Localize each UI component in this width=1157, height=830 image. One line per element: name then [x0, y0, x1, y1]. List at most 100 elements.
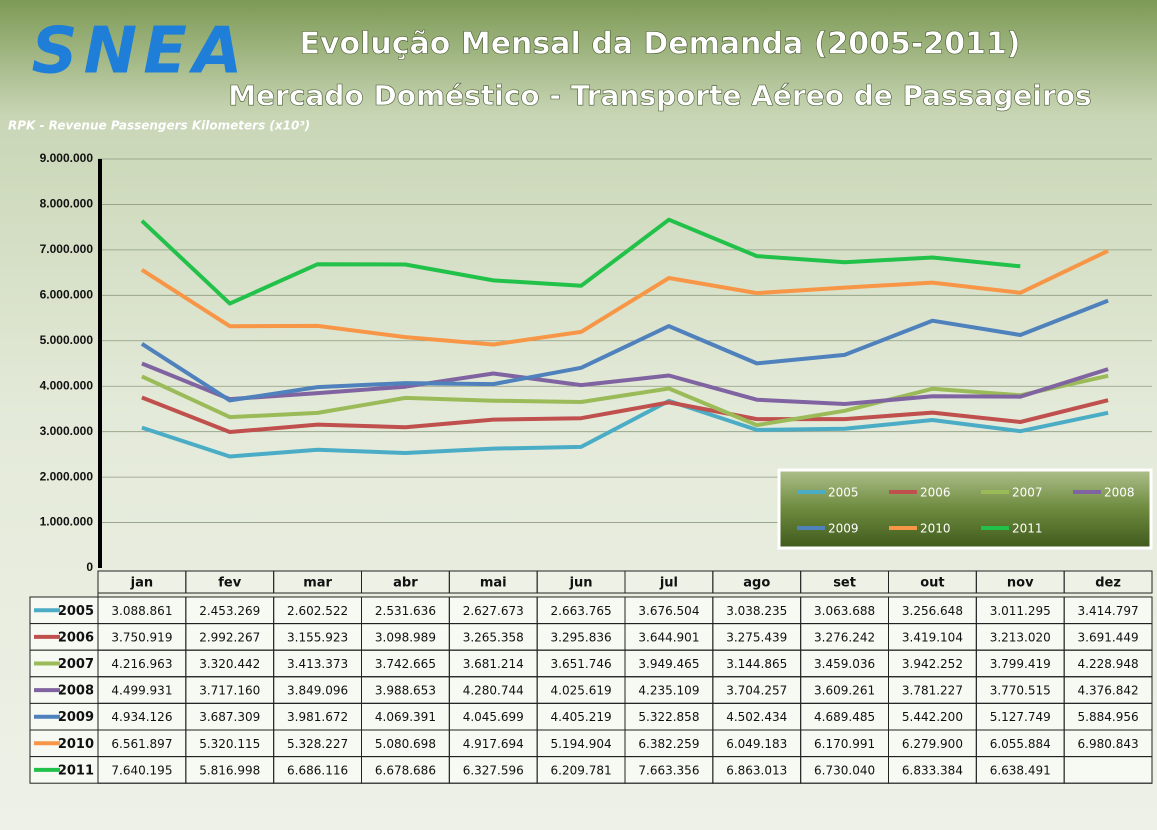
series-line	[141, 373, 1109, 428]
data-label: 2.602.522	[287, 604, 348, 618]
y-tick-label: 9.000.000	[40, 151, 94, 165]
data-label: 3.770.515	[990, 684, 1051, 698]
table-series-name: 2006	[58, 630, 94, 645]
x-tick-label: nov	[1007, 576, 1034, 591]
data-label: 2.663.765	[551, 604, 612, 618]
data-label: 6.833.384	[902, 763, 963, 777]
legend-box	[777, 468, 1153, 550]
data-label: 4.376.842	[1078, 684, 1139, 698]
data-label: 3.213.020	[990, 630, 1051, 644]
x-tick-label: fev	[218, 576, 241, 591]
legend-label: 2005	[828, 486, 859, 500]
legend-label: 2008	[1104, 486, 1135, 500]
data-label: 6.279.900	[902, 737, 963, 751]
chart-subtitle: Mercado Doméstico - Transporte Aéreo de …	[228, 79, 1091, 112]
data-label: 5.127.749	[990, 710, 1051, 724]
data-label: 5.194.904	[551, 737, 612, 751]
x-tick-label: set	[833, 576, 856, 591]
data-label: 7.663.356	[638, 763, 699, 777]
y-axis-label: RPK - Revenue Passengers Kilometers (x10…	[8, 119, 310, 133]
data-label: 3.981.672	[287, 710, 348, 724]
data-label: 3.799.419	[990, 657, 1051, 671]
data-label: 5.328.227	[287, 737, 348, 751]
series-line	[141, 395, 1109, 434]
legend-label: 2011	[1012, 522, 1043, 536]
data-label: 3.676.504	[638, 604, 699, 618]
data-label: 7.640.195	[111, 763, 172, 777]
data-label: 3.256.648	[902, 604, 963, 618]
data-label: 6.686.116	[287, 763, 348, 777]
data-label: 3.781.227	[902, 684, 963, 698]
data-label: 4.917.694	[463, 737, 524, 751]
table-cell	[1063, 756, 1153, 784]
data-label: 3.459.036	[814, 657, 875, 671]
data-label: 3.419.104	[902, 630, 963, 644]
data-label: 3.320.442	[199, 657, 260, 671]
y-tick-label: 5.000.000	[40, 333, 94, 347]
data-label: 6.730.040	[814, 763, 875, 777]
series-line	[140, 248, 1109, 347]
data-label: 3.275.439	[726, 630, 787, 644]
data-label: 6.170.991	[814, 737, 875, 751]
data-label: 5.322.858	[638, 710, 699, 724]
data-label: 4.502.434	[726, 710, 787, 724]
data-label: 4.069.391	[375, 710, 436, 724]
data-label: 3.742.665	[375, 657, 436, 671]
table-series-name: 2005	[58, 604, 94, 619]
table-series-name: 2009	[58, 710, 94, 725]
y-tick-label: 7.000.000	[40, 242, 94, 256]
data-label: 3.687.309	[199, 710, 260, 724]
data-label: 3.276.242	[814, 630, 875, 644]
data-label: 3.295.836	[551, 630, 612, 644]
y-tick-label: 2.000.000	[40, 469, 94, 483]
data-label: 6.980.843	[1078, 737, 1139, 751]
data-label: 3.949.465	[638, 657, 699, 671]
data-label: 3.038.235	[726, 604, 787, 618]
data-label: 2.531.636	[375, 604, 436, 618]
data-label: 6.638.491	[990, 763, 1051, 777]
series-line	[141, 398, 1109, 459]
data-label: 5.442.200	[902, 710, 963, 724]
data-label: 3.413.373	[287, 657, 348, 671]
y-tick-label: 4.000.000	[40, 378, 94, 392]
data-label: 4.216.963	[111, 657, 172, 671]
data-label: 5.884.956	[1078, 710, 1139, 724]
data-label: 3.644.901	[638, 630, 699, 644]
data-label: 3.144.865	[726, 657, 787, 671]
table-row	[29, 702, 1153, 731]
table-row	[29, 596, 1153, 625]
data-label: 3.988.653	[375, 684, 436, 698]
legend-label: 2006	[920, 486, 951, 500]
y-tick-label: 1.000.000	[40, 515, 94, 529]
chart-title: Evolução Mensal da Demanda (2005-2011)	[299, 27, 1020, 62]
data-label: 4.689.485	[814, 710, 875, 724]
data-label: 5.816.998	[199, 763, 260, 777]
series-line	[141, 361, 1109, 406]
table-series-name: 2008	[58, 684, 94, 699]
legend-label: 2010	[920, 522, 951, 536]
x-tick-label: mai	[480, 576, 507, 591]
logo: SNEA	[32, 15, 249, 89]
data-label: 6.327.596	[463, 763, 524, 777]
x-tick-label: mar	[303, 576, 332, 591]
data-label: 2.453.269	[199, 604, 260, 618]
series-line	[140, 298, 1109, 403]
y-tick-label: 8.000.000	[40, 197, 94, 211]
data-label: 4.025.619	[551, 684, 612, 698]
data-label: 6.055.884	[990, 737, 1051, 751]
data-label: 3.414.797	[1078, 604, 1139, 618]
y-tick-label: 3.000.000	[40, 424, 94, 438]
data-label: 3.717.160	[199, 684, 260, 698]
data-label: 5.080.698	[375, 737, 436, 751]
x-tick-label: dez	[1095, 576, 1121, 591]
data-label: 4.405.219	[551, 710, 612, 724]
data-label: 3.750.919	[111, 630, 172, 644]
data-label: 3.849.096	[287, 684, 348, 698]
data-label: 2.627.673	[463, 604, 524, 618]
data-label: 4.228.948	[1078, 657, 1139, 671]
data-label: 6.049.183	[726, 737, 787, 751]
table-series-name: 2010	[58, 737, 94, 752]
data-label: 3.681.214	[463, 657, 524, 671]
data-label: 3.063.688	[814, 604, 875, 618]
